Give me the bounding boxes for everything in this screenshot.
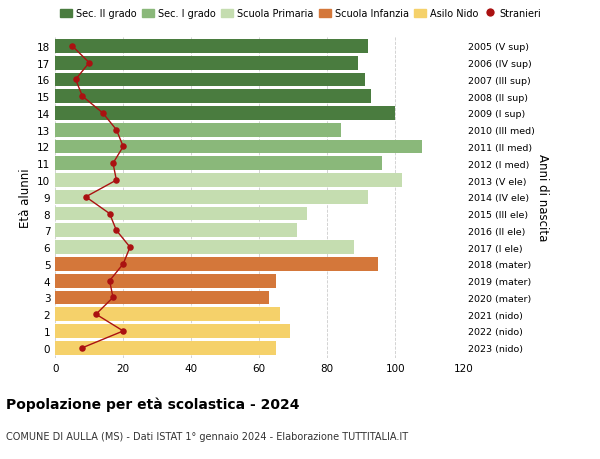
Bar bbox=[55, 341, 276, 355]
Point bbox=[67, 43, 77, 50]
Point bbox=[85, 60, 94, 67]
Bar bbox=[55, 40, 368, 54]
Y-axis label: Età alunni: Età alunni bbox=[19, 168, 32, 227]
Bar bbox=[55, 325, 290, 338]
Point bbox=[77, 344, 87, 352]
Point bbox=[71, 77, 80, 84]
Bar bbox=[55, 190, 368, 204]
Bar bbox=[55, 140, 422, 154]
Point bbox=[118, 328, 128, 335]
Bar bbox=[55, 56, 358, 70]
Point bbox=[118, 144, 128, 151]
Point bbox=[91, 311, 101, 318]
Point bbox=[112, 227, 121, 235]
Text: COMUNE DI AULLA (MS) - Dati ISTAT 1° gennaio 2024 - Elaborazione TUTTITALIA.IT: COMUNE DI AULLA (MS) - Dati ISTAT 1° gen… bbox=[6, 431, 408, 442]
Bar bbox=[55, 274, 276, 288]
Legend: Sec. II grado, Sec. I grado, Scuola Primaria, Scuola Infanzia, Asilo Nido, Stran: Sec. II grado, Sec. I grado, Scuola Prim… bbox=[60, 9, 541, 19]
Bar bbox=[55, 73, 365, 87]
Point bbox=[108, 294, 118, 302]
Bar bbox=[55, 308, 280, 321]
Point bbox=[77, 93, 87, 101]
Point bbox=[81, 194, 91, 201]
Bar bbox=[55, 174, 402, 187]
Point bbox=[125, 244, 135, 251]
Point bbox=[112, 177, 121, 185]
Point bbox=[118, 261, 128, 268]
Point bbox=[108, 160, 118, 168]
Point bbox=[105, 277, 115, 285]
Bar bbox=[55, 241, 355, 254]
Bar bbox=[55, 291, 269, 305]
Y-axis label: Anni di nascita: Anni di nascita bbox=[536, 154, 549, 241]
Bar bbox=[55, 224, 296, 238]
Bar bbox=[55, 157, 382, 171]
Text: Popolazione per età scolastica - 2024: Popolazione per età scolastica - 2024 bbox=[6, 397, 299, 412]
Point bbox=[98, 110, 107, 118]
Bar bbox=[55, 207, 307, 221]
Point bbox=[105, 210, 115, 218]
Bar bbox=[55, 90, 371, 104]
Bar bbox=[55, 107, 395, 121]
Point bbox=[112, 127, 121, 134]
Bar bbox=[55, 123, 341, 137]
Bar bbox=[55, 257, 378, 271]
